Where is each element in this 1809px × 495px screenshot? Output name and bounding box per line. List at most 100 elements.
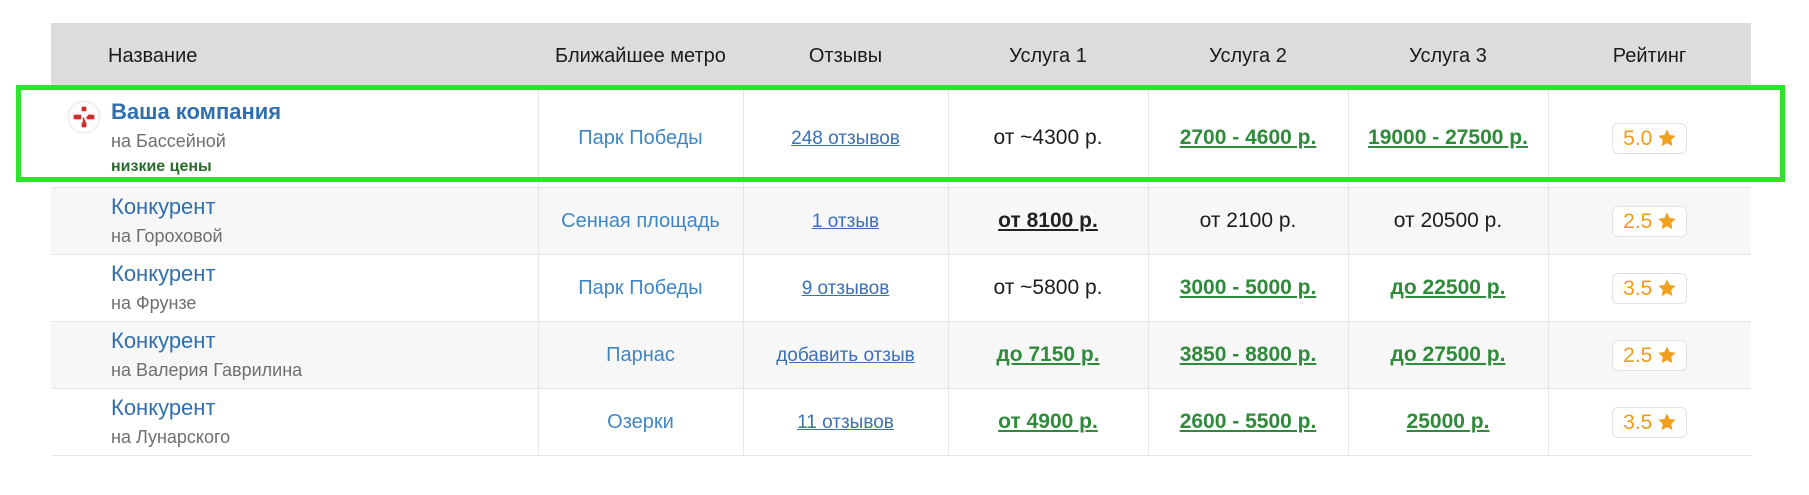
rating-badge[interactable]: 3.5	[1612, 272, 1688, 304]
cell-company-name: Конкурент на Фрунзе	[51, 254, 539, 322]
reviews-link[interactable]: 248 отзывов	[791, 128, 900, 149]
cell-service2: 2700 - 4600 р.	[1148, 89, 1349, 188]
company-title[interactable]: Конкурент	[111, 328, 216, 354]
table-row[interactable]: Ваша компания на Бассейной низкие цены П…	[51, 89, 1751, 188]
cell-service2: 3850 - 8800 р.	[1148, 321, 1349, 389]
rating-badge[interactable]: 3.5	[1612, 406, 1688, 438]
star-icon	[1658, 129, 1677, 147]
metro-link[interactable]: Парнас	[606, 344, 675, 366]
service3-price[interactable]: 25000 р.	[1406, 410, 1490, 433]
service3-price[interactable]: до 27500 р.	[1390, 343, 1506, 366]
company-address: на Фрунзе	[111, 292, 197, 313]
star-icon	[1658, 212, 1677, 230]
table-row[interactable]: Конкурент на Лунарского Озерки 11 отзыво…	[51, 388, 1751, 456]
cell-rating: 5.0	[1548, 89, 1751, 188]
cell-company-name: Конкурент на Гороховой	[51, 187, 539, 255]
rating-value: 3.5	[1623, 410, 1653, 434]
company-address: на Гороховой	[111, 225, 223, 246]
service2-price[interactable]: 3850 - 8800 р.	[1179, 343, 1317, 366]
cell-metro: Парнас	[538, 321, 744, 389]
cell-service3: 25000 р.	[1348, 388, 1549, 456]
reviews-link[interactable]: 11 отзывов	[797, 412, 894, 433]
company-address: на Бассейной	[111, 130, 226, 151]
company-title[interactable]: Конкурент	[111, 395, 216, 421]
company-tag: низкие цены	[111, 157, 212, 175]
column-header-name[interactable]: Название	[51, 23, 538, 89]
rating-value: 3.5	[1623, 276, 1653, 300]
service1-price[interactable]: до 7150 р.	[996, 343, 1100, 366]
company-title[interactable]: Конкурент	[111, 194, 216, 220]
cell-service2: 2600 - 5500 р.	[1148, 388, 1349, 456]
column-header-reviews[interactable]: Отзывы	[743, 23, 948, 89]
metro-link[interactable]: Парк Победы	[578, 277, 703, 299]
service1-price[interactable]: от 4900 р.	[998, 410, 1098, 433]
company-address: на Валерия Гаврилина	[111, 359, 303, 380]
cell-service3: от 20500 р.	[1348, 187, 1549, 255]
metro-link[interactable]: Парк Победы	[578, 127, 703, 149]
table-body: Ваша компания на Бассейной низкие цены П…	[51, 89, 1751, 456]
cell-metro: Озерки	[538, 388, 744, 456]
cell-metro: Сенная площадь	[538, 187, 744, 255]
cell-metro: Парк Победы	[538, 254, 744, 322]
cell-reviews: 1 отзыв	[743, 187, 949, 255]
column-header-service3[interactable]: Услуга 3	[1348, 23, 1548, 89]
cell-service3: до 22500 р.	[1348, 254, 1549, 322]
cell-reviews: 248 отзывов	[743, 89, 949, 188]
rating-badge[interactable]: 2.5	[1612, 339, 1688, 371]
metro-link[interactable]: Озерки	[607, 411, 674, 433]
column-header-metro[interactable]: Ближайшее метро	[538, 23, 743, 89]
cell-rating: 2.5	[1548, 321, 1751, 389]
cell-reviews: 9 отзывов	[743, 254, 949, 322]
cell-service1: от 8100 р.	[948, 187, 1149, 255]
service2-price[interactable]: 3000 - 5000 р.	[1179, 276, 1317, 299]
service2-price: от 2100 р.	[1199, 209, 1297, 232]
service3-price[interactable]: до 22500 р.	[1390, 276, 1506, 299]
cell-service2: от 2100 р.	[1148, 187, 1349, 255]
company-address: на Лунарского	[111, 426, 231, 447]
star-icon	[1658, 413, 1677, 431]
cell-reviews: 11 отзывов	[743, 388, 949, 456]
cell-service1: от ~4300 р.	[948, 89, 1149, 188]
table-row[interactable]: Конкурент на Фрунзе Парк Победы 9 отзыво…	[51, 254, 1751, 322]
reviews-link[interactable]: добавить отзыв	[776, 345, 915, 366]
reviews-link[interactable]: 9 отзывов	[801, 278, 890, 299]
table-header: Название Ближайшее метро Отзывы Услуга 1…	[51, 23, 1751, 89]
company-title[interactable]: Конкурент	[111, 261, 216, 287]
rating-badge[interactable]: 2.5	[1612, 205, 1688, 237]
service1-price: от ~5800 р.	[993, 276, 1103, 299]
column-header-service1[interactable]: Услуга 1	[948, 23, 1148, 89]
company-logo-icon	[69, 101, 99, 132]
service1-price: от ~4300 р.	[993, 126, 1103, 149]
column-header-rating[interactable]: Рейтинг	[1548, 23, 1751, 89]
column-header-service2[interactable]: Услуга 2	[1148, 23, 1348, 89]
cell-rating: 2.5	[1548, 187, 1751, 255]
cell-rating: 3.5	[1548, 388, 1751, 456]
cell-service1: от 4900 р.	[948, 388, 1149, 456]
cell-service1: от ~5800 р.	[948, 254, 1149, 322]
service3-price: от 20500 р.	[1393, 209, 1503, 232]
comparison-table-wrapper: Название Ближайшее метро Отзывы Услуга 1…	[51, 23, 1751, 456]
cell-metro: Парк Победы	[538, 89, 744, 188]
cell-company-name: Ваша компания на Бассейной низкие цены	[51, 89, 539, 188]
service2-price[interactable]: 2700 - 4600 р.	[1179, 126, 1317, 149]
rating-value: 5.0	[1623, 126, 1653, 150]
cell-reviews: добавить отзыв	[743, 321, 949, 389]
cell-service3: до 27500 р.	[1348, 321, 1549, 389]
table-row[interactable]: Конкурент на Валерия Гаврилина Парнас до…	[51, 321, 1751, 389]
competitor-comparison-table: Название Ближайшее метро Отзывы Услуга 1…	[51, 23, 1751, 456]
reviews-link[interactable]: 1 отзыв	[811, 211, 880, 232]
rating-value: 2.5	[1623, 209, 1653, 233]
rating-value: 2.5	[1623, 343, 1653, 367]
service1-price[interactable]: от 8100 р.	[998, 209, 1098, 232]
cell-company-name: Конкурент на Лунарского	[51, 388, 539, 456]
cell-rating: 3.5	[1548, 254, 1751, 322]
service2-price[interactable]: 2600 - 5500 р.	[1179, 410, 1317, 433]
cell-service1: до 7150 р.	[948, 321, 1149, 389]
table-row[interactable]: Конкурент на Гороховой Сенная площадь 1 …	[51, 187, 1751, 255]
star-icon	[1658, 279, 1677, 297]
company-title[interactable]: Ваша компания	[111, 98, 282, 124]
rating-badge[interactable]: 5.0	[1612, 122, 1688, 154]
metro-link[interactable]: Сенная площадь	[561, 210, 720, 232]
service3-price[interactable]: 19000 - 27500 р.	[1368, 126, 1528, 149]
